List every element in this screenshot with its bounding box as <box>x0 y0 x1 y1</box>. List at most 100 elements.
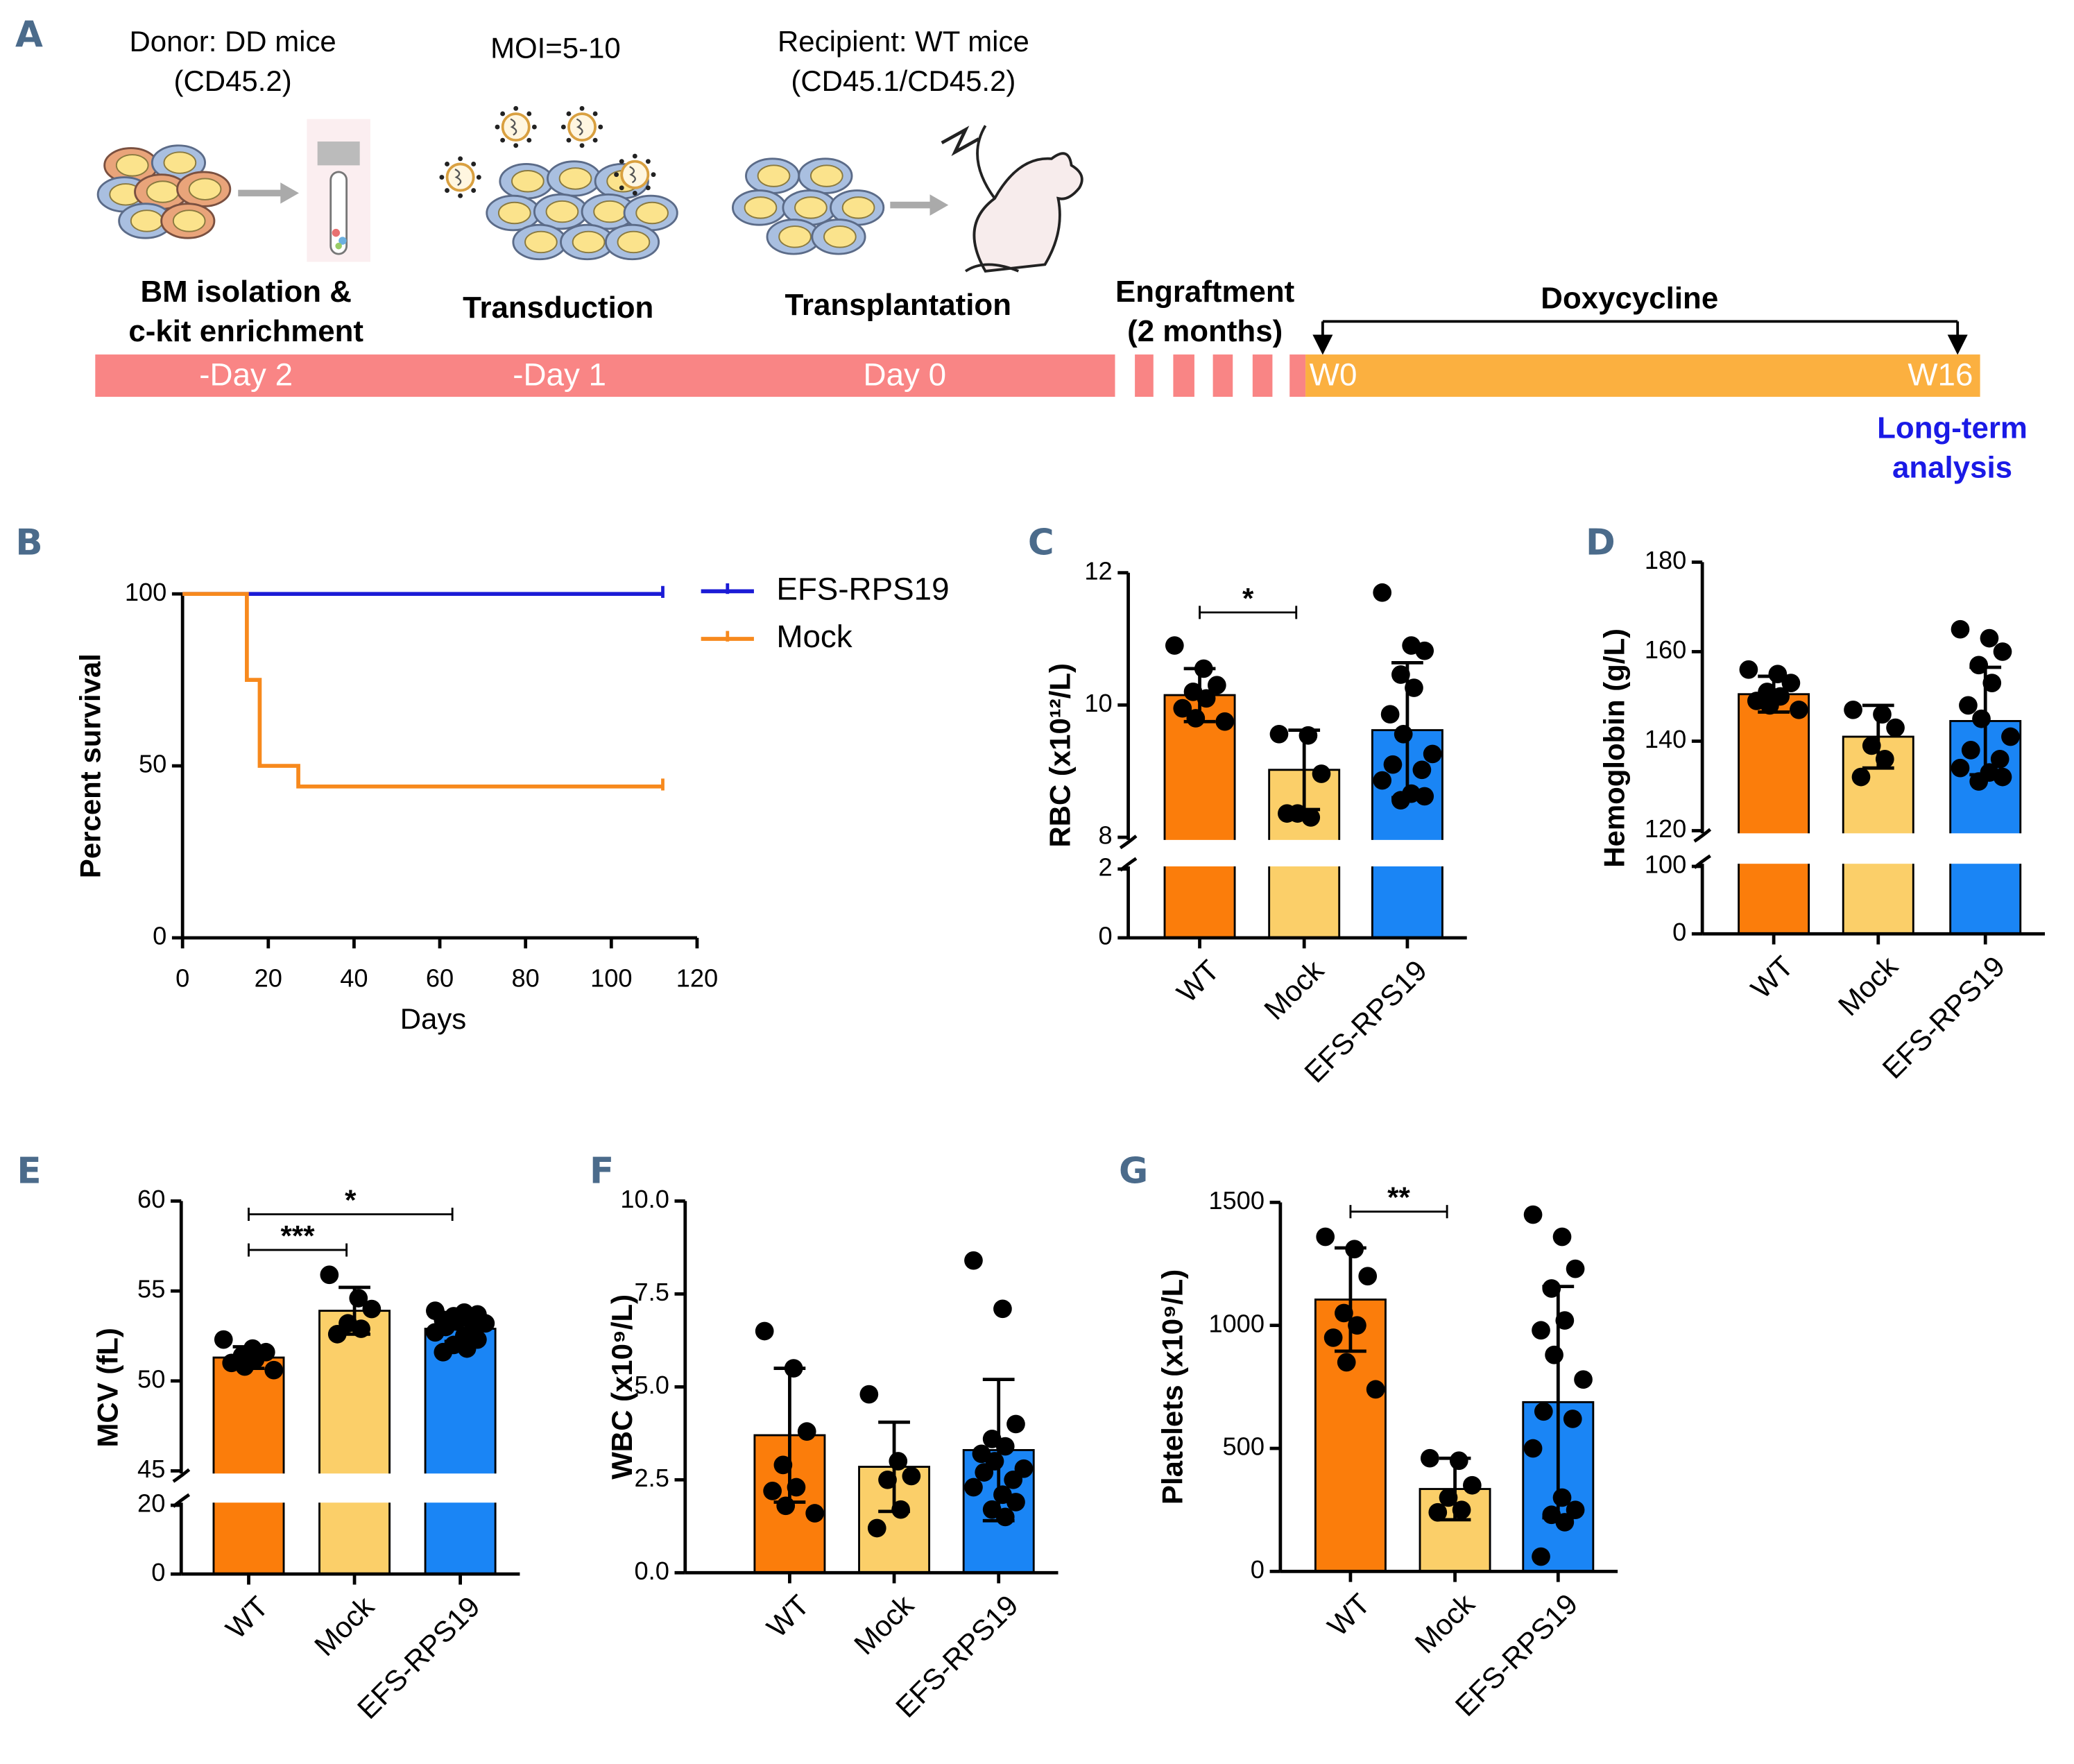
x-axis-label: Days <box>400 1002 467 1035</box>
y-axis-label: RBC (x10¹²/L) <box>1043 663 1076 848</box>
x-tick-label: 0 <box>175 964 189 993</box>
data-point <box>755 1321 774 1341</box>
data-point <box>264 1360 284 1380</box>
data-point <box>1523 1439 1543 1458</box>
moi-text: MOI=5-10 <box>490 32 621 65</box>
data-point <box>1366 1380 1385 1399</box>
y-tick-label: 10.0 <box>620 1185 669 1213</box>
step-label: Engraftment <box>1115 275 1295 309</box>
data-point <box>1391 665 1410 684</box>
error-bar <box>1391 660 1423 800</box>
data-point <box>1423 744 1442 764</box>
donor-text: (CD45.2) <box>174 65 292 97</box>
y-tick-label: 7.5 <box>635 1278 669 1306</box>
timeline-label: Day 0 <box>864 357 947 393</box>
x-tick-label: Mock <box>1832 949 1905 1022</box>
data-point <box>797 1422 816 1441</box>
error-bar <box>1288 728 1321 812</box>
data-point <box>214 1330 233 1349</box>
panel-letter: F <box>590 1150 614 1192</box>
data-point <box>1566 1259 1585 1278</box>
data-point <box>1875 749 1894 769</box>
step-label: (2 months) <box>1127 314 1283 348</box>
data-point <box>1463 1475 1482 1495</box>
error-bar <box>1542 1285 1575 1520</box>
data-point <box>1566 1500 1585 1520</box>
x-tick-label: 100 <box>590 964 632 993</box>
data-point <box>1990 749 2009 769</box>
error-bar <box>773 1367 806 1504</box>
data-point <box>773 1455 793 1475</box>
data-point <box>1969 772 1989 791</box>
data-point <box>1873 705 1892 724</box>
x-tick-label: Mock <box>1258 953 1330 1026</box>
data-point <box>1993 642 2012 661</box>
data-point <box>891 1500 910 1519</box>
step-label: c-kit enrichment <box>128 314 363 348</box>
analysis-label: analysis <box>1892 451 2012 485</box>
error-bar <box>444 1315 477 1344</box>
data-point <box>1380 705 1400 724</box>
step-label: BM isolation & <box>140 275 351 309</box>
transduction-cells <box>439 106 677 259</box>
data-point <box>1563 1410 1582 1428</box>
data-point <box>975 1463 994 1482</box>
x-tick-label: Mock <box>308 1589 381 1662</box>
y-tick-label: 5.0 <box>635 1371 669 1399</box>
data-point <box>1980 628 1999 648</box>
data-point <box>327 1324 347 1344</box>
y-tick-label: 1500 <box>1208 1186 1265 1215</box>
data-point <box>434 1342 453 1362</box>
x-tick-label: WT <box>219 1590 274 1645</box>
survival-line <box>182 592 663 789</box>
panel-b: B 0 20 40 60 80 100 120 0 50 100 Days Percent surviv… <box>15 522 949 1036</box>
y-tick-label: 0 <box>1672 918 1686 946</box>
y-axis-label: Hemoglobin (g/L) <box>1597 628 1630 868</box>
data-point <box>1449 1451 1468 1471</box>
y-tick-label: 2 <box>1099 853 1113 881</box>
week-label: W0 <box>1310 357 1357 393</box>
significance-bracket <box>1349 1205 1448 1219</box>
data-point <box>1452 1500 1471 1520</box>
donor-cells <box>98 146 230 238</box>
data-point <box>1173 699 1192 718</box>
error-bar <box>1183 667 1216 723</box>
bar <box>424 1328 497 1575</box>
step-label: Transplantation <box>785 288 1011 322</box>
y-tick-label: 500 <box>1223 1432 1265 1461</box>
legend-label: EFS-RPS19 <box>776 571 949 606</box>
timeline-label: -Day 2 <box>199 357 293 393</box>
data-point <box>1405 678 1423 697</box>
error-bar <box>1862 703 1894 770</box>
doxycycline-label: Doxycycline <box>1541 281 1718 315</box>
data-point <box>1415 641 1434 660</box>
data-point <box>1542 1279 1561 1298</box>
data-point <box>1004 1470 1023 1489</box>
data-point <box>2001 727 2020 746</box>
data-point <box>1269 724 1289 744</box>
error-bar <box>1758 674 1790 714</box>
data-point <box>1439 1488 1458 1507</box>
y-tick-label: 50 <box>137 1364 165 1393</box>
data-point <box>1006 1414 1025 1434</box>
significance-bracket <box>1199 606 1298 619</box>
data-point <box>1790 700 1808 719</box>
data-point <box>1394 724 1413 744</box>
data-point <box>1215 712 1235 731</box>
data-point <box>1574 1370 1593 1389</box>
y-tick-label: 180 <box>1645 546 1686 574</box>
data-point <box>1969 656 1989 675</box>
x-tick-label: Mock <box>848 1588 920 1661</box>
data-point <box>1006 1493 1025 1512</box>
data-point <box>1972 709 1991 728</box>
data-point <box>1555 1311 1575 1330</box>
panel-letter: C <box>1028 522 1054 564</box>
significance-label: * <box>345 1183 357 1216</box>
data-point <box>1415 787 1434 806</box>
error-bar <box>338 1285 370 1336</box>
data-point <box>787 1478 806 1497</box>
